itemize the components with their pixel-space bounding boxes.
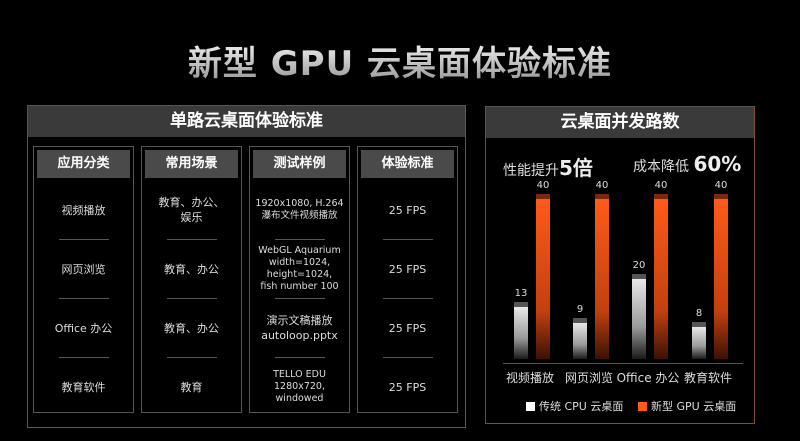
x-axis-label: 视频播放 — [505, 371, 554, 385]
bar-value-label: 40 — [595, 180, 609, 191]
cost-stat: 成本降低 60% — [633, 152, 741, 176]
cpu-bar — [692, 322, 706, 359]
table-cell: 视频播放 — [61, 203, 106, 217]
legend-swatch-cpu — [526, 401, 535, 411]
gpu-bar — [654, 194, 668, 359]
cpu-bar — [632, 274, 646, 359]
row-divider — [383, 357, 433, 358]
column-header: 常用场景 — [145, 150, 238, 178]
performance-value: 5倍 — [559, 156, 593, 180]
row-divider — [167, 298, 217, 299]
table-cell: 25 FPS — [388, 321, 427, 335]
panel-header: 云桌面并发路数 — [486, 107, 754, 138]
cost-label: 成本降低 — [633, 159, 689, 175]
chart-baseline — [503, 363, 743, 364]
legend-swatch-gpu — [638, 401, 647, 411]
row-divider — [167, 357, 217, 358]
table-cell: 25 FPS — [388, 380, 427, 394]
column-header: 测试样例 — [253, 150, 346, 178]
bar-value-label: 40 — [654, 180, 668, 191]
table-cell: 教育、办公 — [164, 262, 219, 276]
table-cell: 1920x1080, H.264 瀑布文件视频播放 — [255, 198, 344, 221]
table-cell: 25 FPS — [388, 203, 427, 217]
table-cell: Office 办公 — [54, 321, 113, 335]
row-divider — [275, 357, 325, 358]
performance-label: 性能提升 — [503, 163, 559, 179]
row-divider — [59, 357, 109, 358]
concurrency-chart-panel: 云桌面并发路数 性能提升5倍 成本降低 60% 13 40 视频播放 9 40 网页浏览 2… — [485, 106, 755, 424]
table-column: 测试样例 1920x1080, H.264 瀑布文件视频播放 WebGL Aquar… — [249, 146, 350, 413]
bar-value-label: 13 — [514, 288, 528, 299]
table-cell: TELLO EDU 1280x720, windowed — [273, 369, 326, 404]
x-axis-label: 网页浏览 — [564, 371, 613, 385]
panel-header: 单路云桌面体验标准 — [28, 106, 465, 137]
bar-value-label: 9 — [576, 304, 584, 315]
table-cell: 教育、办公、 娱乐 — [158, 196, 225, 224]
performance-stat: 性能提升5倍 — [503, 152, 593, 181]
row-divider — [275, 298, 325, 299]
legend-label: 传统 CPU 云桌面 — [539, 400, 624, 413]
bar-value-label: 20 — [632, 260, 646, 271]
cpu-bar — [573, 318, 587, 359]
bar-value-label: 8 — [695, 308, 703, 319]
row-divider — [59, 298, 109, 299]
cpu-bar — [514, 302, 528, 359]
gpu-bar — [714, 194, 728, 359]
table-cell: WebGL Aquarium width=1024, height=1024, … — [258, 245, 341, 292]
column-header: 应用分类 — [37, 150, 130, 178]
x-axis-label: Office 办公 — [616, 371, 680, 385]
table-cell: 25 FPS — [388, 262, 427, 276]
column-header: 体验标准 — [361, 150, 454, 178]
table-column: 应用分类视频播放网页浏览 Office 办公 教育软件 — [33, 146, 134, 413]
table-column: 体验标准 25 FPS 25 FPS 25 FPS 25 FPS — [357, 146, 458, 413]
legend-gpu: 新型 GPU 云桌面 — [638, 398, 736, 414]
bar-chart: 13 40 视频播放 9 40 网页浏览 20 40 Office 办公 8 40 教育软件 — [486, 107, 756, 425]
row-divider — [383, 239, 433, 240]
cost-value: 60% — [693, 152, 742, 176]
table-cell: 网页浏览 — [61, 262, 106, 276]
x-axis-label: 教育软件 — [683, 371, 732, 385]
row-divider — [167, 239, 217, 240]
row-divider — [59, 239, 109, 240]
row-divider — [275, 239, 325, 240]
bar-value-label: 40 — [536, 180, 550, 191]
table-cell: 教育 — [180, 380, 203, 394]
page-title: 新型 GPU 云桌面体验标准 — [0, 36, 800, 85]
legend-label: 新型 GPU 云桌面 — [651, 400, 737, 413]
gpu-bar — [595, 194, 609, 359]
table-column: 常用场景 教育、办公、 娱乐 教育、办公 教育、办公 教育 — [141, 146, 242, 413]
row-divider — [383, 298, 433, 299]
table-cell: 演示文稿播放 autoloop.pptx — [261, 314, 338, 342]
single-desktop-standard-panel: 单路云桌面体验标准 应用分类视频播放网页浏览 Office 办公 教育软件 常用场景教… — [27, 105, 466, 428]
legend-cpu: 传统 CPU 云桌面 — [526, 398, 623, 414]
table-cell: 教育、办公 — [164, 321, 219, 335]
gpu-bar — [536, 194, 550, 359]
table-cell: 教育软件 — [61, 380, 106, 394]
bar-value-label: 40 — [714, 180, 728, 191]
